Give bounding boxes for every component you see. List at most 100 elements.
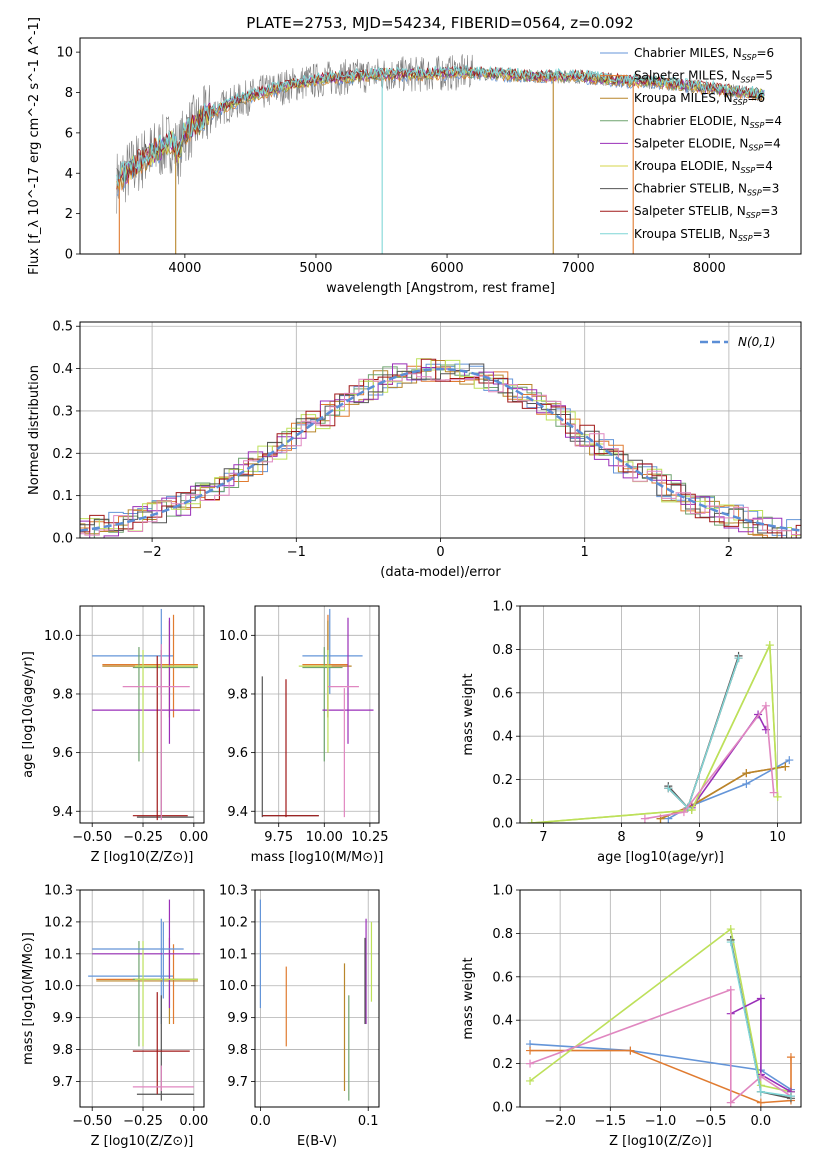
legend-label: Chabrier STELIB, NSSP=3 [634,182,779,198]
y-tick-label: 9.8 [227,1043,248,1058]
y-tick-label: 10.0 [44,629,73,644]
residual-histogram [80,358,801,538]
y-tick-label: 0.8 [492,927,513,942]
y-axis-label: mass weight [461,957,476,1039]
x-tick-label: 2 [725,545,733,560]
y-tick-label: 8 [65,86,73,101]
x-tick-label: 7 [539,830,547,845]
y-tick-label: 6 [65,126,73,141]
figure-title: PLATE=2753, MJD=54234, FIBERID=0564, z=0… [246,14,633,32]
residual-histogram [80,363,801,538]
x-tick-label: 0.0 [751,1114,772,1129]
y-tick-label: 9.4 [227,805,248,820]
y-tick-label: 10.1 [44,947,73,962]
y-tick-label: 9.6 [227,746,248,761]
x-tick-label: 10.25 [351,830,388,845]
weight-marker [756,1087,765,1096]
y-tick-label: 0.2 [492,1057,513,1072]
y-axis-label: Normed distribution [27,365,42,495]
axes-frame [79,889,205,1108]
y-tick-label: 0.4 [492,1014,513,1029]
z-weight-panel: −2.0 −1.5 −1.0 −0.5 0.0 0.0 0.2 0.4 0.6 0.8 1.0 Z [… [461,884,802,1149]
x-tick-label: −2.0 [544,1114,576,1129]
weight-marker [742,769,751,778]
y-tick-label: 0.0 [492,1101,513,1116]
x-tick-label: 0.0 [250,1114,271,1129]
ebv-mass-panel: 0.0 0.1 9.7 9.8 9.9 10.0 10.1 10.2 10.3 E(B-V) [219,884,380,1149]
x-tick-label: −0.50 [72,830,112,845]
legend-label: Chabrier ELODIE, NSSP=4 [634,114,782,130]
x-axis-label: Z [log10(Z/Z⊙)] [91,1134,194,1149]
legend-label: N(0,1) [738,335,775,349]
z-mass-panel: −0.50 −0.25 0.00 9.7 9.8 9.9 10.0 10.1 10.2 10.3 Z… [21,884,208,1150]
x-tick-label: 10.00 [306,830,343,845]
weight-marker [786,1092,795,1101]
axes-frame [519,889,802,1108]
x-tick-label: 6000 [431,261,464,276]
x-tick-label: 9 [695,830,703,845]
y-tick-label: 0.4 [492,730,513,745]
x-tick-label: −0.25 [123,830,163,845]
y-tick-label: 0.6 [492,970,513,985]
y-tick-label: 10.3 [44,884,73,899]
weight-marker [785,756,794,765]
y-tick-label: 1.0 [492,600,513,615]
y-axis-label: age [log10(age/yr)] [21,651,36,778]
weight-marker [679,808,688,817]
plot-area [527,641,794,823]
y-tick-label: 9.6 [52,746,73,761]
x-axis-label: mass [log10(M/M⊙)] [251,850,384,865]
y-tick-label: 10.0 [219,979,248,994]
x-axis-label: wavelength [Angstrom, rest frame] [326,281,555,296]
mass-age-panel: 9.75 10.00 10.25 9.4 9.6 9.8 10.0 mass [log10(M… [219,605,388,865]
plot-area [116,54,765,254]
weight-marker [640,814,649,823]
residual-histogram [80,364,801,538]
y-tick-label: 0.2 [492,773,513,788]
weight-series-line [529,1043,792,1091]
residual-histogram [80,373,801,536]
y-tick-label: 10.2 [44,915,73,930]
y-tick-label: 10 [56,46,73,61]
weight-series-line [529,927,792,1093]
y-tick-label: 10.0 [219,629,248,644]
y-tick-label: 0.0 [52,532,73,547]
y-tick-label: 0.6 [492,686,513,701]
legend-label: Kroupa ELODIE, NSSP=4 [634,159,773,175]
weight-marker [526,1059,535,1068]
legend-label: Kroupa STELIB, NSSP=3 [634,227,770,243]
y-axis-label: Flux [f_λ 10^-17 erg cm^-2 s^-1 A^-1] [27,17,42,275]
weight-marker [526,1076,535,1085]
weight-marker [765,641,774,650]
x-tick-label: 10 [769,830,786,845]
x-tick-label: −2 [143,545,162,560]
weight-series-line [531,644,779,823]
y-tick-label: 0 [65,248,73,263]
axes-frame [79,321,802,539]
y-tick-label: 10.1 [219,947,248,962]
x-tick-label: −0.5 [695,1114,727,1129]
weight-marker [781,762,790,771]
weight-marker [626,1046,635,1055]
legend-label: Salpeter STELIB, NSSP=3 [634,204,778,220]
gaussian-reference-line [80,367,801,532]
y-tick-label: 2 [65,207,73,222]
axes-frame [79,605,205,824]
x-tick-label: 4000 [168,261,201,276]
x-tick-label: 0.00 [179,1114,208,1129]
x-tick-label: −0.25 [123,1114,163,1129]
weight-marker [726,1098,735,1107]
y-tick-label: 9.7 [52,1075,73,1090]
weight-marker [726,938,735,947]
plot-area [88,899,200,1101]
x-tick-label: 8000 [693,261,726,276]
weight-marker [756,994,765,1003]
x-tick-label: −1.5 [595,1114,627,1129]
y-tick-label: 9.8 [52,687,73,702]
x-tick-label: 8 [617,830,625,845]
y-tick-label: 0.1 [52,489,73,504]
x-axis-label: age [log10(age/yr)] [597,850,724,865]
y-tick-label: 0.2 [52,447,73,462]
y-tick-label: 9.4 [52,805,73,820]
y-tick-label: 10.2 [219,915,248,930]
